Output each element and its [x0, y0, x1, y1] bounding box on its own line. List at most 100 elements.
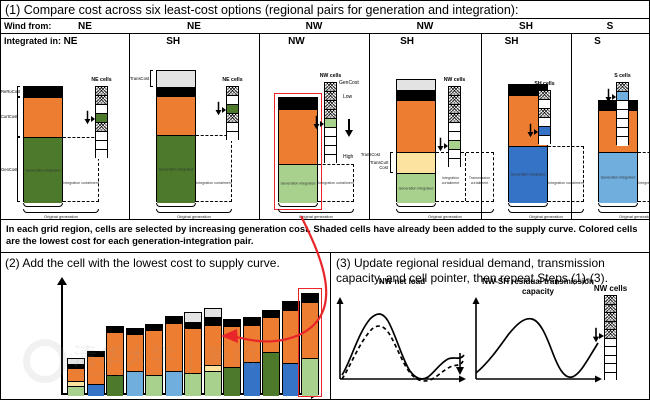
grid-cell-3[interactable]: [617, 110, 628, 119]
step2-title: (2) Add the cell with the lowest cost to…: [5, 256, 280, 270]
grid-cell-6[interactable]: [617, 137, 628, 146]
grid-cell-3[interactable]: [325, 110, 336, 119]
panel-ne-ne: Generation integrated Integration curtail…: [1, 34, 129, 219]
grid-cell-5[interactable]: [96, 132, 107, 141]
cells-column-title: NW cells: [443, 77, 466, 83]
watermark: 清华大学 | 新闻 Tsinghua University NEWS: [19, 331, 256, 393]
step3-grid-cell-7[interactable]: [605, 355, 616, 364]
grid-cell-5[interactable]: [539, 136, 550, 145]
generation-brace: [396, 203, 436, 207]
grid-cell-0[interactable]: [539, 91, 550, 100]
grid-cell-7[interactable]: [96, 150, 107, 159]
down-arrow-icon: [313, 115, 320, 130]
grid-cell-0[interactable]: [449, 87, 460, 96]
grid-cell-1[interactable]: [325, 92, 336, 101]
grid-cell-2[interactable]: [617, 101, 628, 110]
bar-segment-curtcost: [24, 98, 62, 138]
grid-cell-7[interactable]: [325, 146, 336, 155]
grid-cell-3[interactable]: [539, 118, 550, 127]
cells-column[interactable]: [226, 86, 239, 141]
grid-cell-1[interactable]: [96, 96, 107, 105]
grid-cell-0[interactable]: [96, 87, 107, 96]
bracket-curtcost: [17, 97, 20, 137]
grid-cell-4[interactable]: [227, 123, 238, 132]
grid-cell-2[interactable]: [449, 105, 460, 114]
supply-curve-bar[interactable]: [203, 307, 222, 396]
grid-cell-1[interactable]: [449, 96, 460, 105]
supply-curve-bar[interactable]: [125, 328, 144, 396]
original-generation-brace: [598, 209, 650, 213]
grid-cell-5[interactable]: [325, 128, 336, 137]
grid-cell-5[interactable]: [449, 132, 460, 141]
grid-cell-3[interactable]: [449, 114, 460, 123]
step3-grid-cell-4[interactable]: [605, 330, 616, 339]
step3-grid-cell-3[interactable]: [605, 321, 616, 330]
grid-cell-1[interactable]: [617, 92, 628, 101]
cell-pointer-triangle-icon: [91, 116, 95, 122]
mini-chart-1: NW-SH residual transmission capacity: [472, 277, 604, 383]
grid-cell-2[interactable]: [539, 109, 550, 118]
grid-cell-0[interactable]: [227, 87, 238, 96]
grid-cell-0[interactable]: [325, 83, 336, 92]
grid-cell-4[interactable]: [617, 119, 628, 128]
grid-cell-4[interactable]: [449, 123, 460, 132]
grid-cell-7[interactable]: [449, 150, 460, 159]
transmission-curtailment-label: Transmission curtailment: [468, 176, 491, 185]
grid-cell-4[interactable]: [325, 119, 336, 128]
cells-column[interactable]: [616, 82, 629, 146]
grid-cell-4[interactable]: [539, 127, 550, 136]
mini-chart-title-1: NW-SH residual transmission capacity: [482, 277, 594, 296]
cells-column[interactable]: [538, 90, 551, 145]
grid-cell-2[interactable]: [96, 105, 107, 114]
grid-cell-1[interactable]: [539, 100, 550, 109]
supply-curve-bar[interactable]: [86, 351, 105, 396]
grid-cell-3[interactable]: [96, 114, 107, 123]
grid-cell-3[interactable]: [227, 114, 238, 123]
bar-segment-curtcost: [157, 97, 195, 136]
supply-bar-segment-rerocost: [107, 327, 123, 333]
step3-title: (3) Update regional residual demand, tra…: [336, 256, 608, 285]
grid-cell-8[interactable]: [325, 155, 336, 164]
step3-cells-column[interactable]: [604, 295, 617, 381]
supply-curve-bar[interactable]: [145, 323, 163, 396]
grid-cell-6[interactable]: [96, 141, 107, 150]
step3-grid-cell-5[interactable]: [605, 338, 616, 347]
integration-curtailment-label: Integration curtailment: [63, 180, 99, 185]
cost-stacked-bar: Generation integrated: [396, 79, 436, 203]
wind-from-value-5: S: [606, 21, 614, 32]
supply-curve-bar[interactable]: [281, 301, 300, 396]
integration-curtailment-label: Integration curtailment: [196, 180, 232, 185]
step1-title: (1) Compare cost across six least-cost o…: [1, 1, 649, 19]
original-generation-brace: [156, 209, 232, 213]
step3-grid-cell-9[interactable]: [605, 372, 616, 381]
supply-bar-segment-gencost: [126, 371, 143, 396]
grid-cell-2[interactable]: [227, 105, 238, 114]
supply-bar-segment-rerocost: [185, 322, 201, 330]
grid-cell-8[interactable]: [449, 159, 460, 168]
grid-cell-4[interactable]: [96, 123, 107, 132]
supply-bar-segment-rerocost: [204, 318, 221, 326]
grid-cell-5[interactable]: [617, 128, 628, 137]
grid-cell-2[interactable]: [325, 101, 336, 110]
bar-segment-label: Generation integrated: [510, 172, 546, 177]
bar-segment-curtcost: [397, 101, 435, 153]
supply-curve-bar[interactable]: [184, 312, 202, 396]
step3-grid-cell-0[interactable]: [605, 296, 616, 305]
cells-column[interactable]: [448, 86, 461, 168]
grid-cell-5[interactable]: [227, 132, 238, 141]
step3-cell-pointer-triangle-icon: [599, 333, 604, 339]
step3-grid-cell-6[interactable]: [605, 347, 616, 356]
cells-column[interactable]: [324, 82, 337, 164]
step3-grid-cell-8[interactable]: [605, 364, 616, 373]
supply-curve-bar[interactable]: [164, 316, 183, 396]
supply-curve-bar[interactable]: [106, 326, 124, 396]
step3-grid-cell-1[interactable]: [605, 304, 616, 313]
step3-grid-cell-2[interactable]: [605, 313, 616, 322]
grid-cell-6[interactable]: [325, 137, 336, 146]
grid-cell-6[interactable]: [449, 141, 460, 150]
cells-column[interactable]: [95, 86, 108, 159]
grid-cell-0[interactable]: [617, 83, 628, 92]
grid-cell-1[interactable]: [227, 96, 238, 105]
supply-curve-bar[interactable]: [67, 357, 85, 396]
supply-curve-bar[interactable]: [262, 309, 280, 396]
